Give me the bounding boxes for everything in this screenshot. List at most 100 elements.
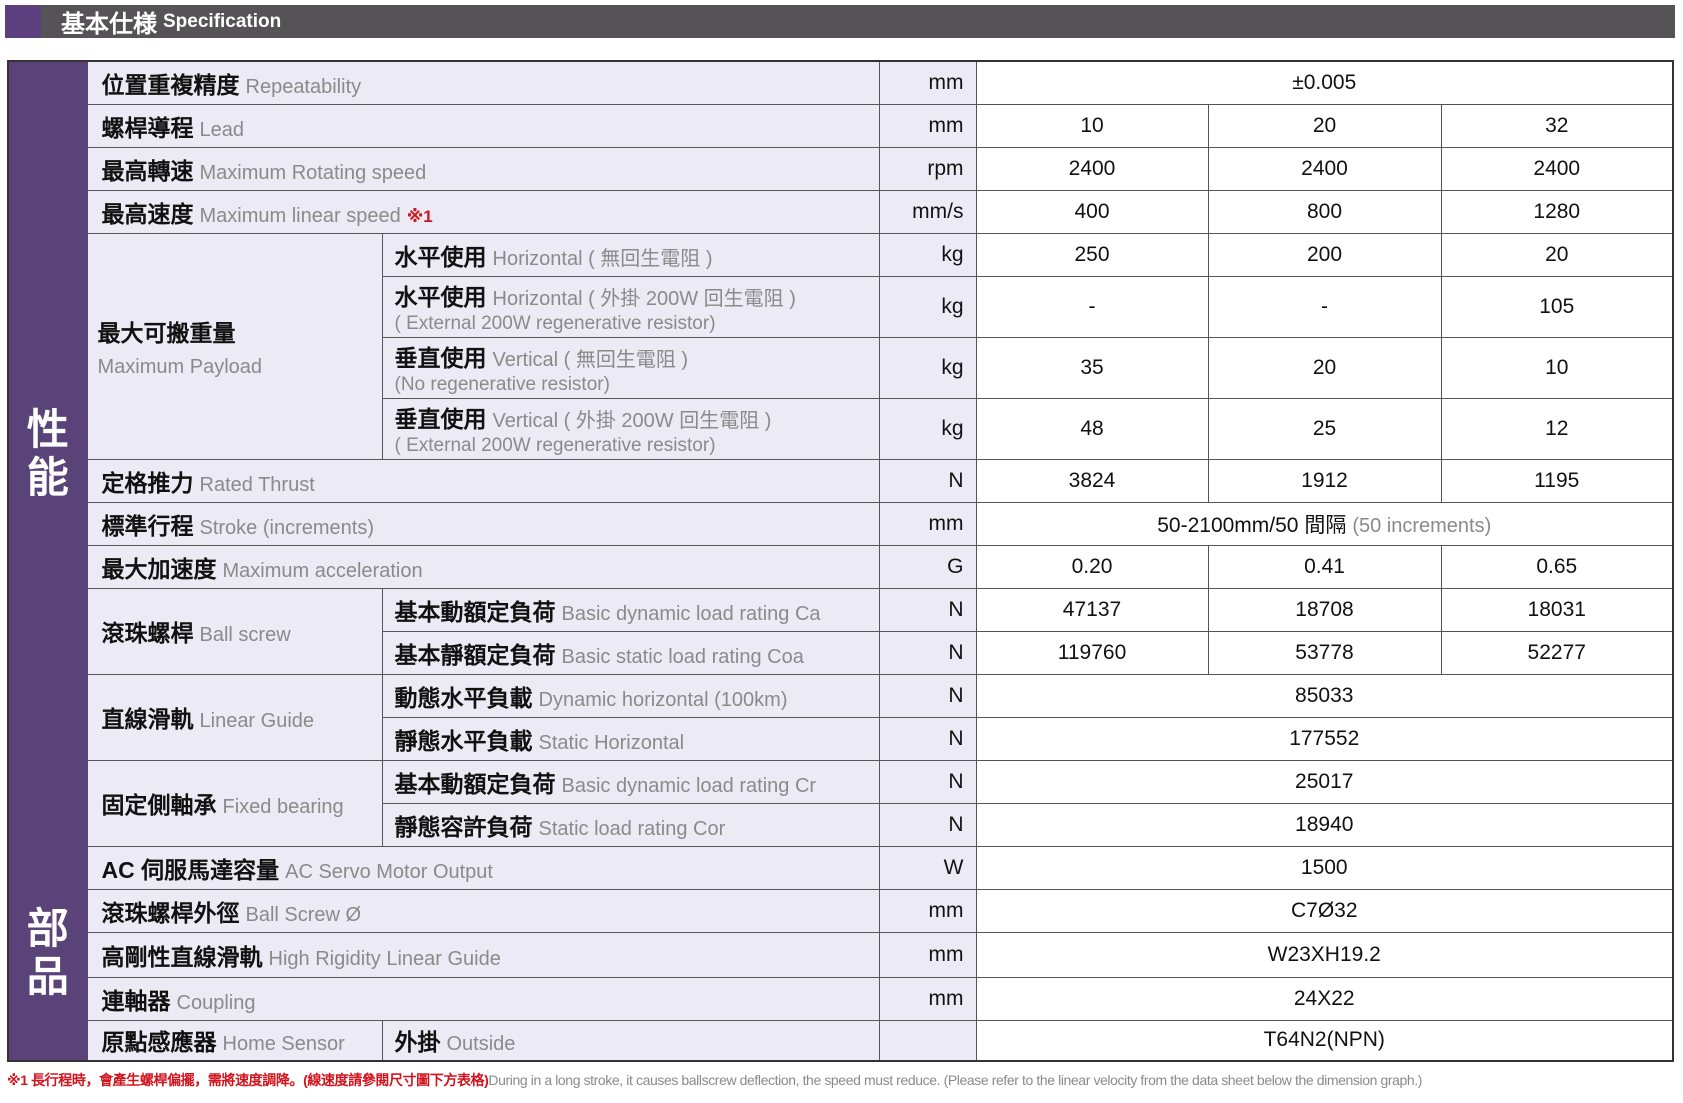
table-row: 最高速度 Maximum linear speed ※1 mm/s 400 800 1280 [8, 189, 1674, 234]
value-cell: 200 [1207, 232, 1442, 277]
label-en: Vertical ( 外掛 200W 回生電阻 ) [492, 410, 772, 432]
label-en: Rated Thrust [199, 473, 315, 496]
sub-label: 水平使用 Horizontal ( 外掛 200W 回生電阻 ) ( Externa… [381, 275, 880, 338]
value-text: 24X22 [1293, 986, 1355, 1010]
table-row: 性 能位置重複精度 Repeatability mm ±0.005 [7, 60, 1674, 847]
unit-cell: rpm [878, 146, 977, 191]
unit-cell: mm [878, 501, 977, 546]
row-label: 高剛性直線滑軌 High Rigidity Linear Guide [86, 931, 880, 978]
label-en: High Rigidity Linear Guide [268, 947, 501, 970]
label-en: AC Servo Motor Output [285, 860, 493, 883]
group-label-en: Ball screw [199, 624, 291, 646]
label-zh: 靜態容許負荷 [394, 813, 533, 840]
table-row: 螺桿導程 Lead mm 10 20 32 [8, 103, 1674, 148]
group-label: 固定側軸承 Fixed bearing [86, 759, 383, 847]
unit-cell: G [878, 544, 977, 589]
value-cell: 0.41 [1207, 544, 1442, 589]
label-en: Horizontal ( 外掛 200W 回生電阻 ) [492, 288, 796, 310]
unit-cell: kg [878, 397, 977, 460]
label-zh: 最大加速度 [101, 555, 217, 582]
row-label: 最高轉速 Maximum Rotating speed [86, 146, 880, 191]
value-cell: 18708 [1207, 587, 1442, 632]
value-text: 50-2100mm/50 間隔 [1157, 513, 1347, 537]
unit-cell: N [878, 759, 977, 804]
table-row: 靜態容許負荷 Static load rating Cor N 18940 [8, 802, 1674, 847]
section-label-1: 部 品 [7, 845, 88, 1062]
value-text: 18940 [1295, 812, 1354, 836]
value-cell: 20 [1440, 232, 1674, 277]
label-zh: 動態水平負載 [394, 684, 533, 711]
sub-label: 垂直使用 Vertical ( 無回生電阻 ) (No regenerative r… [381, 336, 880, 399]
row-label: AC 伺服馬達容量 AC Servo Motor Output [86, 845, 880, 890]
unit-cell: W [878, 845, 977, 890]
sub-label: 垂直使用 Vertical ( 外掛 200W 回生電阻 ) ( External … [381, 397, 880, 460]
value-cell: 800 [1207, 189, 1442, 234]
unit-cell: N [878, 630, 977, 675]
value-cell: 35 [975, 336, 1209, 399]
footnote-en: During in a long stroke, it causes balls… [488, 1072, 1423, 1088]
value-cell: 1500 [975, 845, 1674, 890]
value-cell: 2400 [975, 146, 1209, 191]
group-label-zh: 直線滑軌 [101, 706, 194, 732]
label-zh: 最高轉速 [101, 157, 194, 184]
label-en: Basic static load rating Coa [561, 645, 804, 668]
table-row: 基本靜額定負荷 Basic static load rating Coa N 1197… [8, 630, 1674, 675]
group-label-en: Maximum Payload [97, 355, 263, 378]
unit-cell: N [878, 458, 977, 503]
specification-table: 性 能位置重複精度 Repeatability mm ±0.005 螺桿導程 Lead mm… [7, 60, 1674, 1062]
header-accent-block [5, 5, 41, 38]
sub-label: 靜態水平負載 Static Horizontal [381, 716, 880, 761]
label-zh: AC 伺服馬達容量 [101, 856, 280, 883]
label-zh: 高剛性直線滑軌 [101, 943, 263, 970]
row-label: 位置重複精度 Repeatability [86, 60, 880, 105]
sub-label: 靜態容許負荷 Static load rating Cor [381, 802, 880, 847]
row-label: 定格推力 Rated Thrust [86, 458, 880, 503]
value-cell: W23XH19.2 [975, 931, 1674, 978]
value-cell: 50-2100mm/50 間隔 (50 increments) [975, 501, 1674, 546]
label-en: Maximum linear speed [199, 204, 401, 227]
table-row: 原點感應器 Home Sensor 外掛 Outside T64N2(NPN) [8, 1019, 1674, 1062]
footnote-marker: ※1 [406, 206, 433, 226]
table-row: 標準行程 Stroke (increments) mm 50-2100mm/50 間隔… [8, 501, 1674, 546]
group-label-en: Fixed bearing [222, 796, 344, 818]
label-zh: 標準行程 [101, 512, 194, 539]
label-zh: 定格推力 [101, 469, 194, 496]
label-zh: 基本靜額定負荷 [394, 641, 556, 668]
label-zh: 基本動額定負荷 [394, 770, 556, 797]
group-label-en: Linear Guide [199, 710, 315, 732]
unit-cell: mm/s [878, 189, 977, 234]
row-label: 最高速度 Maximum linear speed ※1 [86, 189, 880, 234]
unit-cell: mm [878, 888, 977, 933]
value-cell: 1195 [1440, 458, 1674, 503]
group-label: 滾珠螺桿 Ball screw [86, 587, 383, 675]
value-text: 177552 [1289, 726, 1360, 750]
sub-label: 動態水平負載 Dynamic horizontal (100km) [381, 673, 880, 718]
sub-label: 基本動額定負荷 Basic dynamic load rating Ca [381, 587, 880, 632]
label-zh: 連軸器 [101, 987, 171, 1014]
value-text: 85033 [1295, 683, 1354, 707]
value-cell: 24X22 [975, 976, 1674, 1021]
value-cell: 250 [975, 232, 1209, 277]
label-en: Vertical ( 無回生電阻 ) [492, 349, 689, 371]
value-cell: 25017 [975, 759, 1674, 804]
table-row: 固定側軸承 Fixed bearing 基本動額定負荷 Basic dynamic l… [8, 759, 1674, 847]
unit-cell: mm [878, 976, 977, 1021]
table-row: 滾珠螺桿 Ball screw 基本動額定負荷 Basic dynamic load … [8, 587, 1674, 675]
unit-cell: mm [878, 103, 977, 148]
value-text: 25017 [1295, 769, 1354, 793]
table-row: 直線滑軌 Linear Guide 動態水平負載 Dynamic horizontal… [8, 673, 1674, 761]
value-cell: C7Ø32 [975, 888, 1674, 933]
value-text: W23XH19.2 [1267, 942, 1381, 966]
header-title-en: Specification [163, 10, 282, 32]
row-label: 原點感應器 Home Sensor [86, 1019, 383, 1062]
label-zh: 基本動額定負荷 [394, 598, 556, 625]
label-en: Lead [199, 118, 245, 141]
value-cell: 2400 [1207, 146, 1442, 191]
label-zh: 最高速度 [101, 200, 194, 227]
row-label: 螺桿導程 Lead [86, 103, 880, 148]
footnote-zh: ※1 長行程時，會產生螺桿偏擺，需將速度調降。(線速度請參閱尺寸圖下方表格) [7, 1072, 489, 1088]
label-zh: 垂直使用 [394, 406, 487, 432]
value-cell: - [975, 275, 1209, 338]
label-en-secondary: (No regenerative resistor) [394, 374, 610, 395]
